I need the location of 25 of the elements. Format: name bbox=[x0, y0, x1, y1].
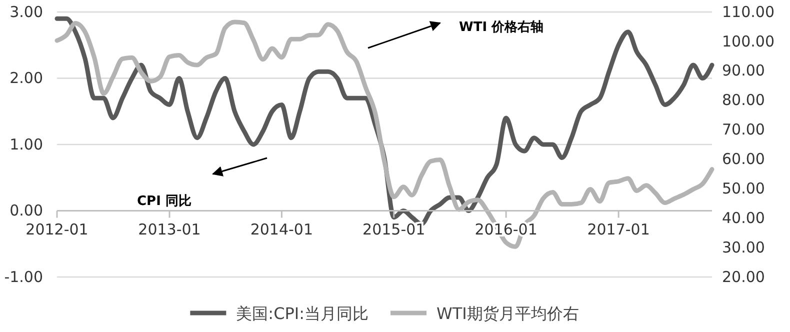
annotation: CPI 同比 bbox=[137, 194, 192, 209]
x-tick-label: 2016-01 bbox=[474, 220, 538, 238]
y-tick-label: 3.00 bbox=[10, 2, 43, 21]
y2-tick-label: 40.00 bbox=[722, 208, 765, 227]
y-tick-label: 0.00 bbox=[10, 202, 43, 220]
y-tick-label: 2.00 bbox=[10, 69, 43, 88]
legend-label: 美国:CPI:当月同比 bbox=[236, 304, 369, 323]
y2-tick-label: 70.00 bbox=[722, 120, 765, 139]
y2-tick-label: 60.00 bbox=[722, 150, 765, 168]
y2-tick-label: 90.00 bbox=[722, 62, 765, 80]
annotation: WTI 价格右轴 bbox=[459, 20, 544, 35]
y2-tick-label: 50.00 bbox=[722, 179, 765, 198]
x-tick-label: 2015-01 bbox=[362, 220, 426, 238]
x-tick-label: 2017-01 bbox=[587, 220, 650, 238]
legend-label: WTI期货月平均价右 bbox=[436, 304, 579, 323]
y2-tick-label: 20.00 bbox=[722, 268, 765, 286]
y-tick-label: 1.00 bbox=[10, 135, 43, 154]
y2-tick-label: 80.00 bbox=[722, 91, 765, 110]
x-tick-label: 2014-01 bbox=[250, 220, 314, 238]
y2-tick-label: 30.00 bbox=[722, 238, 765, 256]
y2-tick-label: 110.00 bbox=[722, 2, 774, 21]
x-tick-label: 2012-01 bbox=[26, 220, 88, 238]
y-tick-label: -1.00 bbox=[4, 268, 43, 286]
x-tick-label: 2013-01 bbox=[138, 220, 201, 238]
y2-tick-label: 100.00 bbox=[722, 32, 774, 50]
